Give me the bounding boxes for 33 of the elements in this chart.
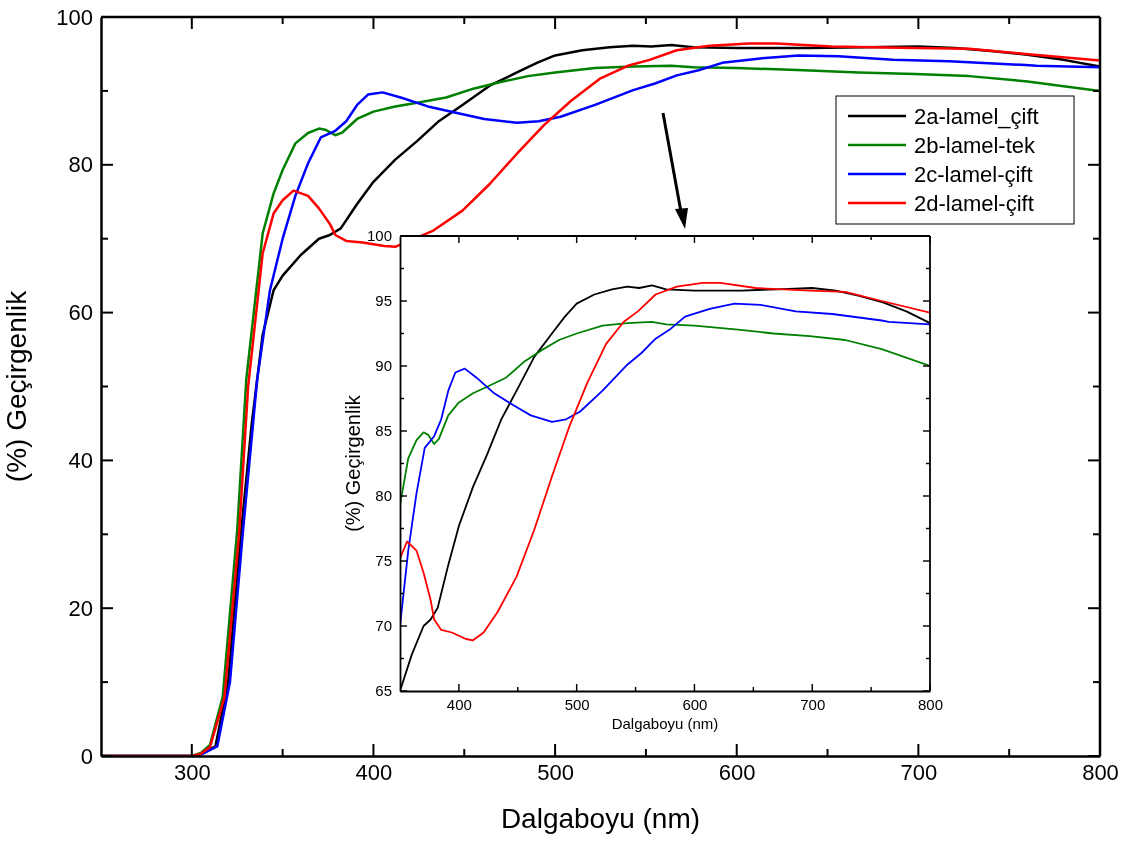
y-tick-label: 80	[375, 487, 392, 505]
y-tick-label: 70	[375, 617, 392, 635]
y-tick-label: 100	[56, 4, 93, 30]
legend-label: 2c-lamel-çift	[914, 162, 1033, 187]
x-tick-label: 700	[800, 695, 826, 713]
x-tick-label: 400	[446, 695, 472, 713]
x-tick-label: 800	[917, 695, 944, 713]
x-tick-label: 400	[355, 759, 393, 785]
x-tick-label: 800	[1082, 759, 1119, 785]
legend-label: 2b-lamel-tek	[914, 133, 1037, 158]
y-tick-label: 20	[68, 595, 93, 621]
y-tick-label: 85	[375, 422, 392, 440]
x-tick-label: 300	[173, 759, 211, 785]
y-tick-label: 100	[366, 227, 392, 245]
y-tick-label: 0	[80, 743, 93, 769]
y-tick-label: 90	[375, 357, 392, 375]
y-tick-label: 60	[68, 300, 93, 326]
y-axis-title: (%) Geçirgenlik	[342, 394, 364, 532]
x-tick-label: 600	[682, 695, 708, 713]
y-tick-label: 40	[68, 447, 93, 473]
legend-label: 2d-lamel-çift	[914, 191, 1034, 216]
x-axis-title: Dalgaboyu (nm)	[611, 715, 719, 732]
y-axis-title: (%) Geçirgenlik	[1, 289, 32, 483]
y-tick-label: 95	[375, 292, 392, 310]
x-tick-label: 700	[900, 759, 938, 785]
x-tick-label: 600	[718, 759, 756, 785]
x-tick-label: 500	[564, 695, 590, 713]
y-tick-label: 65	[375, 682, 392, 700]
y-tick-label: 75	[375, 552, 392, 570]
legend-label: 2a-lamel_çift	[914, 104, 1039, 129]
x-axis-title: Dalgaboyu (nm)	[500, 803, 701, 834]
x-tick-label: 500	[537, 759, 574, 785]
y-tick-label: 80	[68, 152, 93, 178]
